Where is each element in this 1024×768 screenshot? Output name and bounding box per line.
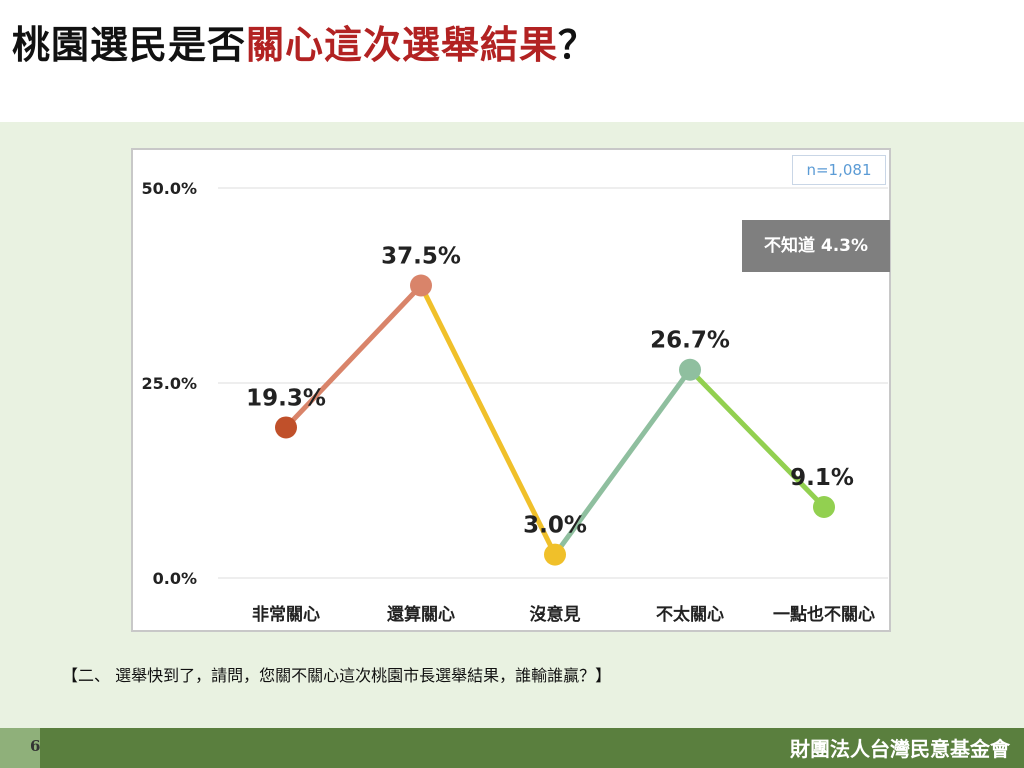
data-point [410, 274, 432, 297]
data-label: 3.0% [523, 513, 587, 539]
y-tick-label: 0.0% [153, 569, 197, 588]
organization-name: 財團法人台灣民意基金會 [790, 737, 1010, 761]
data-label: 19.3% [246, 385, 326, 411]
page-number: 6 [30, 737, 41, 755]
data-label: 37.5% [381, 244, 461, 270]
series-line-segment [552, 367, 693, 558]
category-label: 非常關心 [252, 604, 320, 625]
page-title: 桃園選民是否關心這次選舉結果？ [12, 14, 597, 69]
survey-question: 【二、 選舉快到了，請問，您關不關心這次桃園市長選舉結果，誰輸誰贏？】 [62, 666, 612, 685]
category-label: 一點也不關心 [773, 604, 875, 625]
series-line-segment [687, 367, 827, 510]
title-highlight: 關心這次選舉結果 [246, 23, 559, 67]
footer-bar [0, 728, 1024, 768]
data-point [275, 416, 297, 439]
category-label: 不太關心 [656, 604, 724, 625]
category-label: 沒意見 [530, 604, 581, 625]
data-point [813, 496, 835, 519]
sample-size-note: n=1,081 [792, 155, 886, 185]
category-label: 還算關心 [387, 604, 455, 625]
series-line-segment [418, 283, 558, 558]
data-point [679, 358, 701, 381]
y-tick-label: 25.0% [141, 374, 197, 393]
series-line-segment [283, 283, 424, 430]
footer-accent [0, 728, 40, 768]
title-part2: ？ [558, 23, 598, 67]
dont-know-note: 不知道 4.3% [742, 220, 890, 272]
title-part1: 桃園選民是否 [12, 23, 247, 67]
y-tick-label: 50.0% [141, 179, 197, 198]
data-label: 9.1% [790, 465, 854, 491]
data-point [544, 543, 566, 566]
data-label: 26.7% [650, 328, 730, 354]
